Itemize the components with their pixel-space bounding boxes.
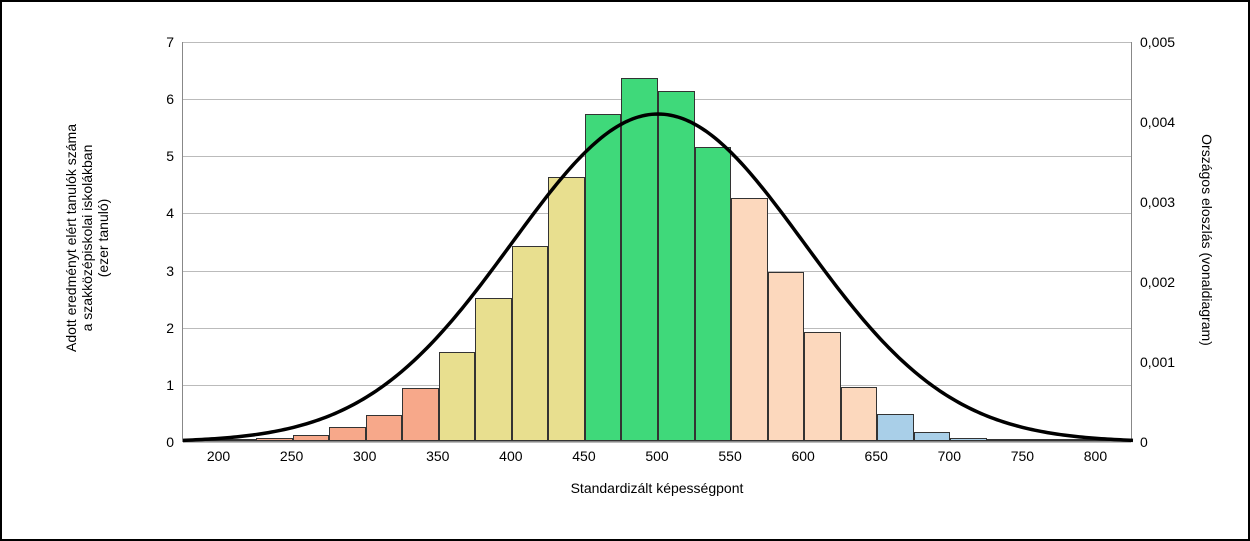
x-tick: 600: [791, 448, 814, 464]
histogram-bar: [804, 332, 841, 441]
x-tick: 650: [865, 448, 888, 464]
histogram-bar: [1096, 439, 1133, 441]
x-tick: 800: [1084, 448, 1107, 464]
y-tick-left: 5: [152, 148, 174, 164]
histogram-bar: [366, 415, 403, 441]
histogram-bar: [548, 177, 585, 441]
x-tick: 250: [280, 448, 303, 464]
x-tick: 400: [499, 448, 522, 464]
chart-container: Adott eredményt elért tanulók száma a sz…: [0, 0, 1250, 541]
histogram-bar: [914, 432, 951, 441]
x-tick: 550: [718, 448, 741, 464]
y-tick-left: 2: [152, 320, 174, 336]
plot-area: [182, 42, 1132, 442]
x-tick: 350: [426, 448, 449, 464]
histogram-bar: [402, 388, 439, 441]
x-tick: 700: [938, 448, 961, 464]
y-tick-left: 6: [152, 91, 174, 107]
y-tick-right: 0,003: [1140, 194, 1175, 210]
y-axis-right-title: Országos eloszlás (vonaldiagram): [1199, 40, 1215, 440]
histogram-bar: [950, 438, 987, 441]
histogram-bar: [585, 114, 622, 441]
y-tick-left: 0: [152, 434, 174, 450]
histogram-bar: [1023, 439, 1060, 441]
histogram-bar: [512, 246, 549, 441]
gridline: [183, 442, 1131, 443]
x-tick: 750: [1011, 448, 1034, 464]
histogram-bar: [841, 387, 878, 441]
y-tick-right: 0,005: [1140, 34, 1175, 50]
histogram-bar: [256, 438, 293, 441]
histogram-bar: [439, 352, 476, 441]
y-tick-right: 0,001: [1140, 354, 1175, 370]
histogram-bar: [658, 91, 695, 441]
y-axis-left-title: Adott eredményt elért tanulók száma a sz…: [63, 38, 111, 438]
y-tick-left: 7: [152, 34, 174, 50]
gridline: [183, 42, 1131, 43]
y-tick-right: 0: [1140, 434, 1148, 450]
x-tick: 300: [353, 448, 376, 464]
histogram-bar: [877, 414, 914, 441]
y-tick-left: 4: [152, 205, 174, 221]
histogram-bar: [695, 147, 732, 441]
histogram-bar: [329, 427, 366, 441]
histogram-bar: [220, 439, 257, 441]
x-tick: 500: [645, 448, 668, 464]
x-axis-title: Standardizált képességpont: [182, 480, 1132, 496]
histogram-bar: [293, 435, 330, 441]
y-tick-right: 0,002: [1140, 274, 1175, 290]
histogram-bar: [475, 298, 512, 441]
histogram-bar: [987, 439, 1024, 441]
y-tick-left: 1: [152, 377, 174, 393]
histogram-bar: [768, 272, 805, 441]
x-tick: 200: [207, 448, 230, 464]
histogram-bar: [183, 439, 220, 441]
histogram-bar: [1060, 439, 1097, 441]
histogram-bar: [731, 198, 768, 441]
y-tick-right: 0,004: [1140, 114, 1175, 130]
histogram-bar: [621, 78, 658, 441]
x-tick: 450: [572, 448, 595, 464]
y-tick-left: 3: [152, 263, 174, 279]
